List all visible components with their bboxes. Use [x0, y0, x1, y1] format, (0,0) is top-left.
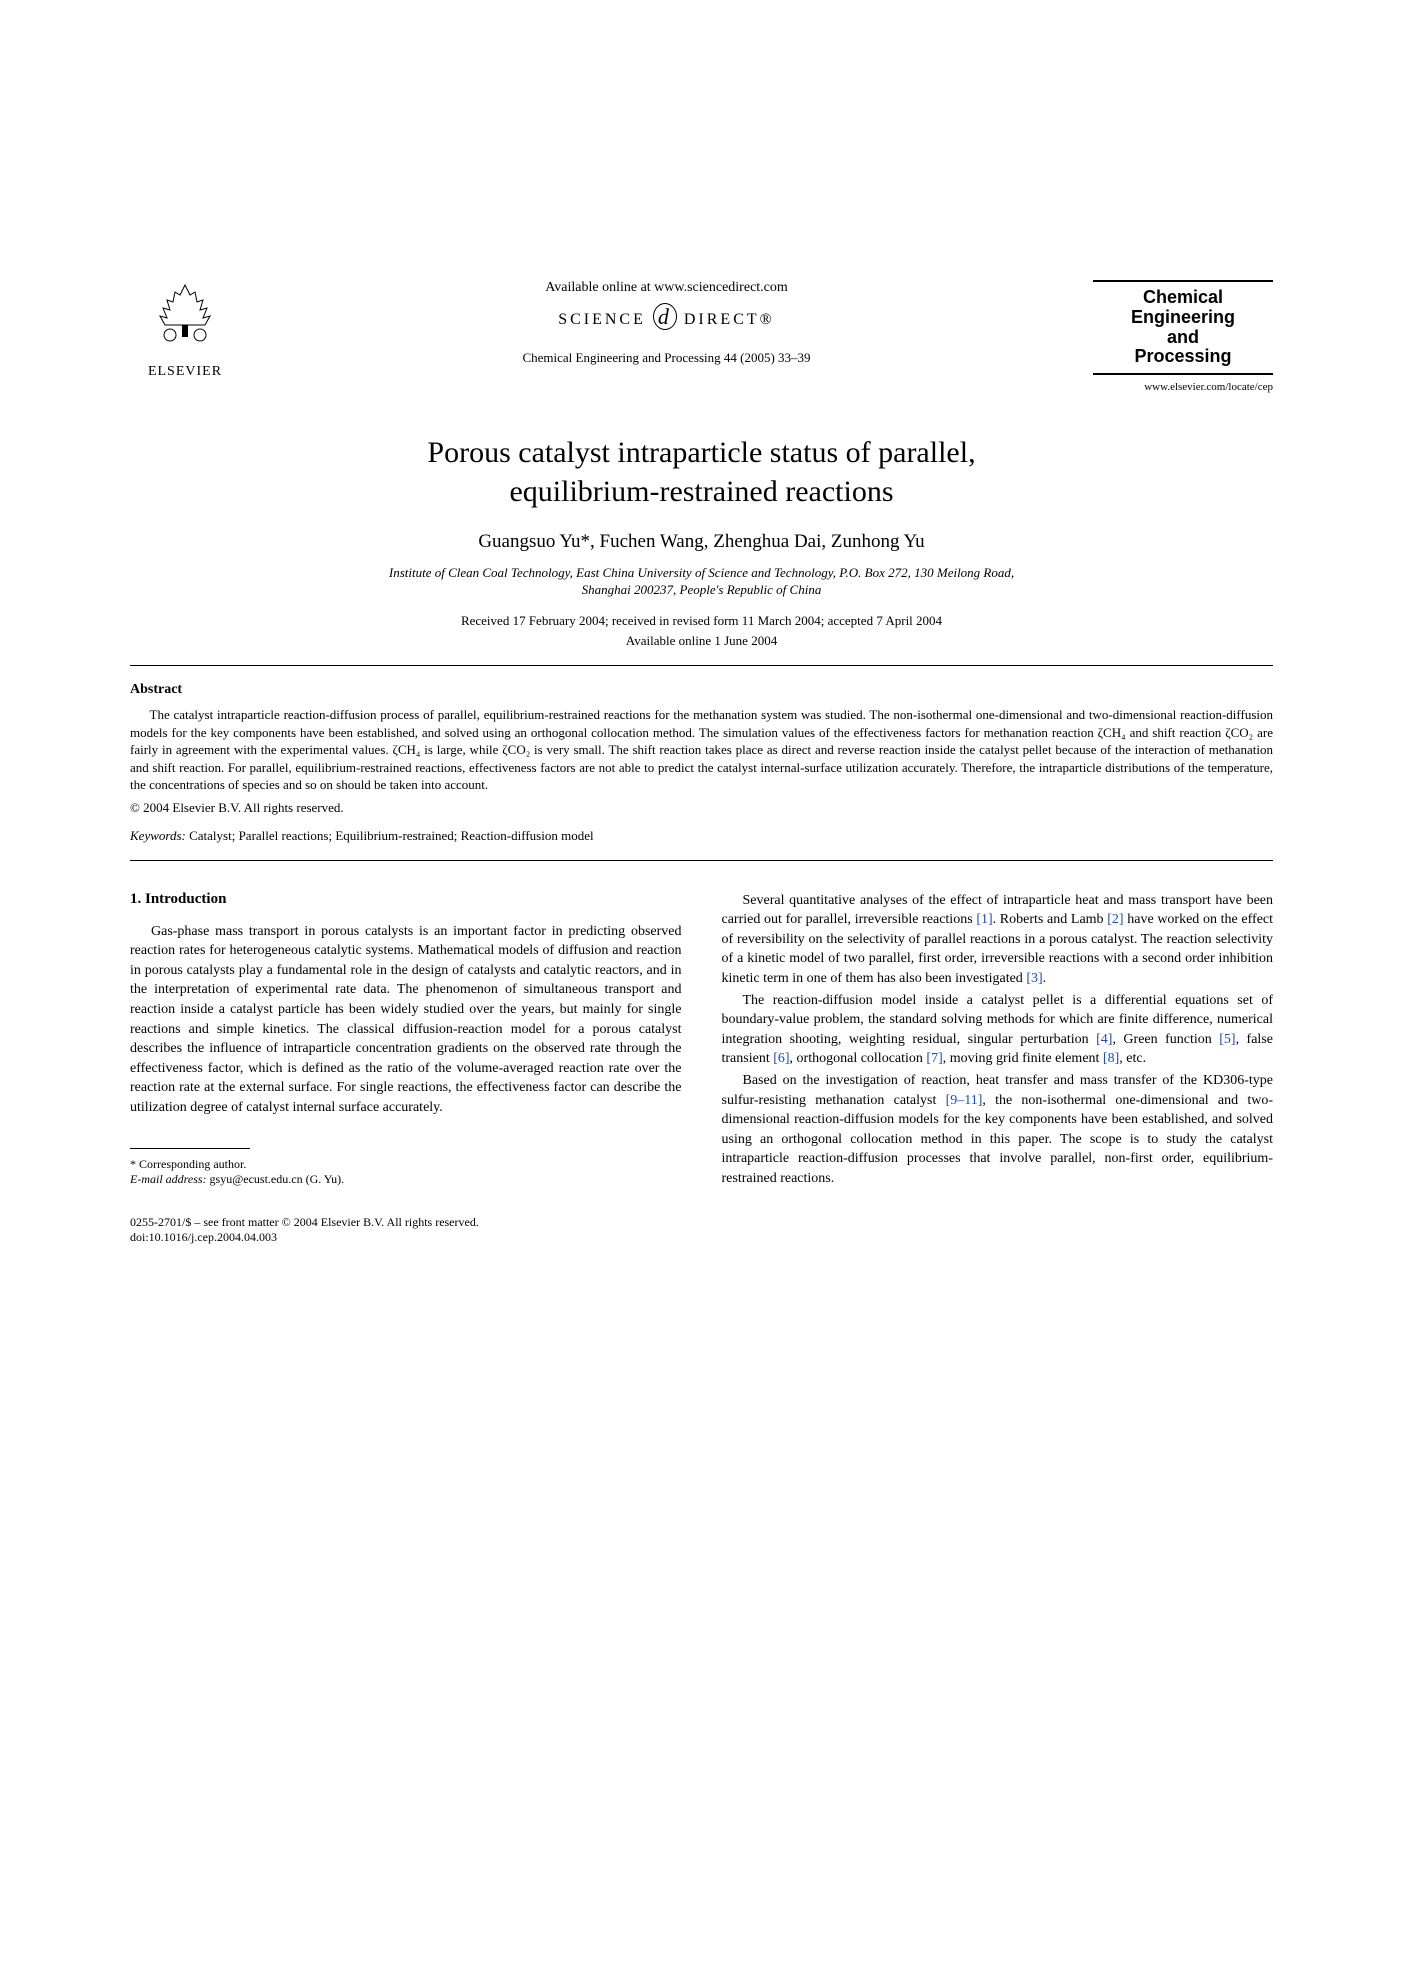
abstract-body: The catalyst intraparticle reaction-diff…	[130, 707, 1273, 792]
title-line: equilibrium-restrained reactions	[509, 475, 893, 508]
science-direct-d-icon: d	[653, 303, 677, 330]
abstract-copyright: © 2004 Elsevier B.V. All rights reserved…	[130, 800, 1273, 816]
left-column: 1. Introduction Gas-phase mass transport…	[130, 891, 682, 1191]
doi-block: 0255-2701/$ – see front matter © 2004 El…	[130, 1215, 1273, 1246]
email-footnote: E-mail address: gsyu@ecust.edu.cn (G. Yu…	[130, 1172, 682, 1188]
keywords: Keywords: Catalyst; Parallel reactions; …	[130, 828, 1273, 844]
journal-reference: Chemical Engineering and Processing 44 (…	[260, 350, 1073, 366]
page-header: ELSEVIER Available online at www.science…	[130, 280, 1273, 393]
journal-name-line: and	[1093, 328, 1273, 348]
available-online-date: Available online 1 June 2004	[130, 633, 1273, 649]
right-column: Several quantitative analyses of the eff…	[722, 891, 1274, 1191]
citation-link[interactable]: [1]	[976, 912, 992, 927]
footnote-divider	[130, 1148, 250, 1149]
email-label: E-mail address:	[130, 1172, 207, 1186]
abstract-text: The catalyst intraparticle reaction-diff…	[130, 706, 1273, 794]
citation-link[interactable]: [8]	[1103, 1051, 1119, 1066]
body-paragraph: The reaction-diffusion model inside a ca…	[722, 991, 1274, 1069]
article-dates: Received 17 February 2004; received in r…	[130, 613, 1273, 629]
body-columns: 1. Introduction Gas-phase mass transport…	[130, 891, 1273, 1191]
authors: Guangsuo Yu*, Fuchen Wang, Zhenghua Dai,…	[130, 531, 1273, 553]
citation-link[interactable]: [9–11]	[946, 1093, 983, 1108]
affiliation: Institute of Clean Coal Technology, East…	[130, 565, 1273, 599]
elsevier-label: ELSEVIER	[130, 364, 240, 380]
journal-name-line: Chemical	[1093, 288, 1273, 308]
keywords-text: Catalyst; Parallel reactions; Equilibriu…	[186, 828, 594, 843]
body-paragraph: Several quantitative analyses of the eff…	[722, 891, 1274, 989]
citation-link[interactable]: [5]	[1219, 1032, 1235, 1047]
citation-link[interactable]: [3]	[1026, 971, 1042, 986]
citation-link[interactable]: [4]	[1096, 1032, 1112, 1047]
corresponding-author-note: * Corresponding author.	[130, 1157, 682, 1173]
article-title: Porous catalyst intraparticle status of …	[130, 433, 1273, 511]
divider	[130, 860, 1273, 861]
citation-link[interactable]: [2]	[1107, 912, 1123, 927]
citation-link[interactable]: [6]	[773, 1051, 789, 1066]
email-address: gsyu@ecust.edu.cn (G. Yu).	[207, 1172, 345, 1186]
front-matter-line: 0255-2701/$ – see front matter © 2004 El…	[130, 1215, 1273, 1231]
elsevier-logo: ELSEVIER	[130, 280, 240, 380]
science-direct-suffix: DIRECT®	[684, 311, 775, 328]
elsevier-tree-icon	[130, 280, 240, 360]
available-online-text: Available online at www.sciencedirect.co…	[260, 280, 1073, 296]
abstract-heading: Abstract	[130, 682, 1273, 698]
journal-logo-block: Chemical Engineering and Processing www.…	[1093, 280, 1273, 393]
affiliation-line: Shanghai 200237, People's Republic of Ch…	[582, 582, 822, 597]
journal-url: www.elsevier.com/locate/cep	[1093, 381, 1273, 393]
affiliation-line: Institute of Clean Coal Technology, East…	[389, 565, 1014, 580]
body-paragraph: Gas-phase mass transport in porous catal…	[130, 922, 682, 1118]
journal-name-box: Chemical Engineering and Processing	[1093, 280, 1273, 375]
journal-name-line: Processing	[1093, 347, 1273, 367]
doi-line: doi:10.1016/j.cep.2004.04.003	[130, 1230, 1273, 1246]
keywords-label: Keywords:	[130, 828, 186, 843]
science-direct-logo: SCIENCE d DIRECT®	[260, 304, 1073, 330]
citation-link[interactable]: [7]	[926, 1051, 942, 1066]
divider	[130, 665, 1273, 666]
science-direct-prefix: SCIENCE	[558, 311, 646, 328]
section-heading: 1. Introduction	[130, 891, 682, 908]
title-line: Porous catalyst intraparticle status of …	[427, 436, 975, 469]
body-paragraph: Based on the investigation of reaction, …	[722, 1071, 1274, 1189]
header-center: Available online at www.sciencedirect.co…	[240, 280, 1093, 366]
journal-name-line: Engineering	[1093, 308, 1273, 328]
